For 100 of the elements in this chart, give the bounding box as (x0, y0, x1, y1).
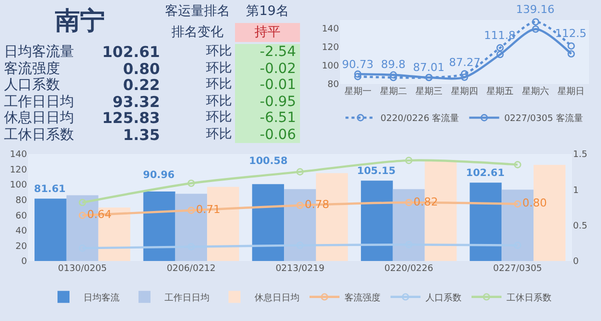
text: -6.51 (235, 110, 300, 126)
x-tick-label: 星期日 (558, 86, 585, 97)
y-tick-label: 140 (10, 150, 28, 160)
data-label: 111.8 (484, 29, 516, 42)
text: 环比 (205, 126, 232, 143)
text: 125.83 (101, 109, 160, 127)
data-label: 87.01 (413, 61, 444, 74)
data-label: 102.61 (466, 168, 505, 179)
point (188, 180, 195, 187)
text: 1.35 (122, 126, 160, 144)
x-tick-label: 星期五 (486, 86, 514, 97)
legend-label: 0220/0226 客流量 (380, 113, 460, 124)
text: 休息日日均 (4, 110, 75, 126)
data-label: 90.96 (143, 170, 175, 181)
x-tick-label: 0206/0212 (166, 264, 216, 274)
text: 工休日系数 (4, 126, 75, 143)
x-tick-label: 0227/0305 (493, 264, 542, 274)
point (496, 50, 504, 58)
x-tick-label: 0220/0226 (384, 264, 434, 274)
data-label: 0.78 (304, 198, 330, 212)
point (296, 168, 304, 176)
point (514, 161, 522, 168)
text: 0.22 (122, 76, 160, 94)
text: -0.01 (235, 77, 300, 94)
point (514, 200, 522, 208)
bar (143, 191, 176, 261)
point (354, 72, 362, 80)
text: 南宁 (54, 6, 106, 36)
point (568, 50, 575, 58)
data-label: 0.82 (414, 195, 438, 208)
point (405, 156, 412, 164)
data-label: 89.8 (381, 58, 406, 71)
data-label: 0.64 (87, 208, 112, 222)
text: -0.95 (235, 94, 300, 110)
text: 日均客流量 (4, 44, 75, 60)
data-label: 0.71 (196, 203, 220, 216)
point (188, 206, 195, 214)
x-tick-label: 0130/0205 (58, 264, 107, 274)
text: 持平 (235, 23, 300, 42)
data-label: 100.58 (249, 156, 288, 167)
point (532, 25, 540, 33)
text: 环比 (205, 110, 232, 126)
y-tick-label: 60 (16, 211, 28, 222)
point (460, 74, 468, 81)
point (78, 198, 86, 206)
point (532, 18, 540, 26)
text: 工作日日均 (4, 94, 75, 110)
data-label: 139.16 (516, 3, 554, 16)
x-tick-label: 0213/0219 (276, 264, 325, 274)
x-tick-label: 星期三 (415, 86, 442, 97)
x-tick-label: 星期四 (451, 86, 478, 97)
y2-tick-label: 0 (573, 257, 579, 268)
text: 排名变化 (170, 24, 224, 42)
y-tick-label: 120 (322, 43, 340, 54)
point (405, 198, 412, 206)
y-tick-label: 100 (10, 180, 28, 191)
point (568, 42, 575, 50)
bar (252, 184, 284, 261)
text: -0.02 (235, 60, 300, 77)
point (460, 70, 468, 78)
x-tick-label: 星期二 (380, 86, 407, 97)
text: 102.61 (101, 43, 160, 61)
y2-tick-label: 0.5 (573, 221, 588, 232)
x-tick-label: 星期六 (522, 86, 550, 97)
text: -0.06 (235, 126, 300, 143)
y-tick-label: 40 (16, 226, 28, 237)
text: 环比 (205, 60, 232, 77)
point (496, 44, 504, 52)
legend-label: 客流强度 (344, 292, 380, 304)
data-label: 105.15 (357, 166, 396, 177)
text: 客运量排名 (164, 3, 231, 21)
y-tick-label: 100 (322, 62, 340, 72)
legend-label: 0227/0305 客流量 (504, 113, 583, 124)
legend-label: 休息日日均 (254, 292, 300, 304)
text: 93.32 (112, 92, 160, 110)
text: 客流强度 (4, 60, 61, 77)
y-tick-label: 80 (16, 196, 28, 206)
y-tick-label: 140 (322, 24, 340, 34)
y2-tick-label: 1.5 (573, 150, 588, 160)
text: 人口系数 (4, 77, 60, 94)
bar (360, 180, 393, 261)
point (296, 202, 304, 210)
y2-tick-label: 1 (573, 186, 579, 196)
data-label: 112.5 (555, 27, 586, 40)
x-tick-label: 星期一 (344, 86, 372, 97)
bar (470, 182, 502, 261)
bar (34, 198, 66, 261)
y-tick-label: 80 (328, 80, 340, 90)
point (354, 70, 362, 78)
y-tick-label: 20 (16, 242, 28, 252)
y-tick-label: 120 (10, 165, 28, 176)
text: 0.80 (122, 60, 160, 78)
text: 环比 (205, 77, 232, 94)
data-label: 0.80 (522, 196, 547, 210)
text: -2.54 (235, 44, 300, 60)
legend-label: 人口系数 (426, 292, 462, 304)
point (78, 212, 86, 219)
legend-label: 工作日日均 (164, 292, 210, 304)
y-tick-label: 0 (21, 257, 28, 268)
point (390, 71, 398, 79)
